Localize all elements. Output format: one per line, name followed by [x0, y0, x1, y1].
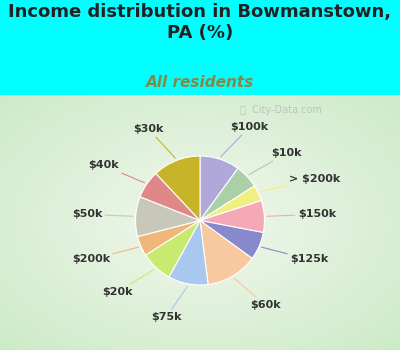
Wedge shape — [146, 220, 200, 277]
Text: $30k: $30k — [134, 124, 175, 158]
Text: $10k: $10k — [249, 148, 302, 175]
Text: $200k: $200k — [72, 247, 138, 264]
Wedge shape — [156, 156, 200, 220]
Wedge shape — [200, 186, 261, 220]
Wedge shape — [138, 220, 200, 255]
Text: > $200k: > $200k — [261, 174, 340, 192]
Text: $125k: $125k — [262, 247, 328, 264]
Wedge shape — [140, 174, 200, 220]
Text: $100k: $100k — [221, 122, 268, 157]
Wedge shape — [200, 201, 264, 233]
Text: $150k: $150k — [267, 209, 336, 219]
Wedge shape — [200, 220, 252, 285]
Text: $60k: $60k — [234, 278, 280, 310]
Wedge shape — [200, 168, 254, 220]
Text: $50k: $50k — [72, 209, 133, 219]
Text: Income distribution in Bowmanstown,
PA (%): Income distribution in Bowmanstown, PA (… — [8, 4, 392, 42]
Wedge shape — [136, 197, 200, 237]
Wedge shape — [200, 156, 238, 220]
Text: ⓘ  City-Data.com: ⓘ City-Data.com — [240, 105, 322, 115]
Text: $20k: $20k — [102, 270, 154, 297]
Text: $40k: $40k — [88, 160, 144, 183]
Text: All residents: All residents — [146, 75, 254, 90]
Wedge shape — [169, 220, 208, 285]
Text: $75k: $75k — [151, 286, 188, 322]
Wedge shape — [200, 220, 263, 258]
